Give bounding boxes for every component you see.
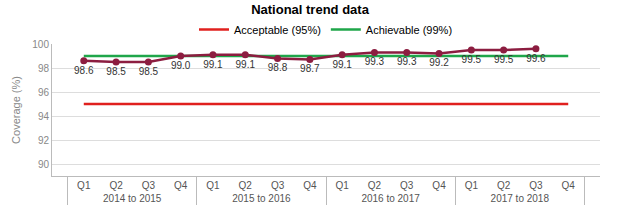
svg-text:2017 to 2018: 2017 to 2018 (491, 193, 550, 204)
svg-text:Q4: Q4 (562, 180, 576, 191)
svg-text:98.6: 98.6 (74, 65, 94, 76)
svg-text:99.3: 99.3 (365, 56, 385, 67)
svg-text:Q4: Q4 (432, 180, 446, 191)
svg-text:Q2: Q2 (368, 180, 382, 191)
svg-text:Q1: Q1 (335, 180, 349, 191)
svg-text:98.7: 98.7 (300, 63, 320, 74)
svg-text:Q2: Q2 (109, 180, 123, 191)
svg-text:Q2: Q2 (497, 180, 511, 191)
svg-text:99.1: 99.1 (332, 59, 352, 70)
svg-text:94: 94 (38, 111, 50, 122)
svg-text:99.1: 99.1 (203, 59, 223, 70)
svg-text:Q1: Q1 (206, 180, 220, 191)
svg-text:Q1: Q1 (465, 180, 479, 191)
svg-text:96: 96 (38, 87, 50, 98)
svg-text:99.5: 99.5 (494, 54, 514, 65)
svg-text:99.6: 99.6 (526, 53, 546, 64)
svg-text:National trend data: National trend data (251, 2, 370, 17)
svg-text:99.0: 99.0 (171, 60, 191, 71)
svg-text:Q1: Q1 (77, 180, 91, 191)
svg-text:2014 to 2015: 2014 to 2015 (103, 193, 162, 204)
svg-text:Q3: Q3 (271, 180, 285, 191)
svg-text:98.5: 98.5 (106, 66, 126, 77)
svg-text:Q2: Q2 (239, 180, 253, 191)
svg-text:Q3: Q3 (142, 180, 156, 191)
svg-text:Q4: Q4 (303, 180, 317, 191)
svg-text:99.2: 99.2 (429, 57, 449, 68)
svg-text:Q3: Q3 (529, 180, 543, 191)
svg-text:98.8: 98.8 (268, 62, 288, 73)
svg-text:2015 to 2016: 2015 to 2016 (232, 193, 291, 204)
svg-text:Q3: Q3 (400, 180, 414, 191)
svg-text:100: 100 (32, 39, 49, 50)
svg-text:Acceptable (95%): Acceptable (95%) (234, 24, 321, 36)
svg-text:98.5: 98.5 (139, 66, 159, 77)
svg-text:99.5: 99.5 (462, 54, 482, 65)
svg-text:98: 98 (38, 63, 50, 74)
svg-text:92: 92 (38, 135, 50, 146)
svg-text:99.1: 99.1 (236, 59, 256, 70)
svg-text:Coverage (%): Coverage (%) (10, 76, 22, 144)
svg-text:2016 to 2017: 2016 to 2017 (361, 193, 420, 204)
svg-text:90: 90 (38, 159, 50, 170)
svg-text:Achievable (99%): Achievable (99%) (366, 24, 452, 36)
svg-text:99.3: 99.3 (397, 56, 417, 67)
svg-text:Q4: Q4 (174, 180, 188, 191)
